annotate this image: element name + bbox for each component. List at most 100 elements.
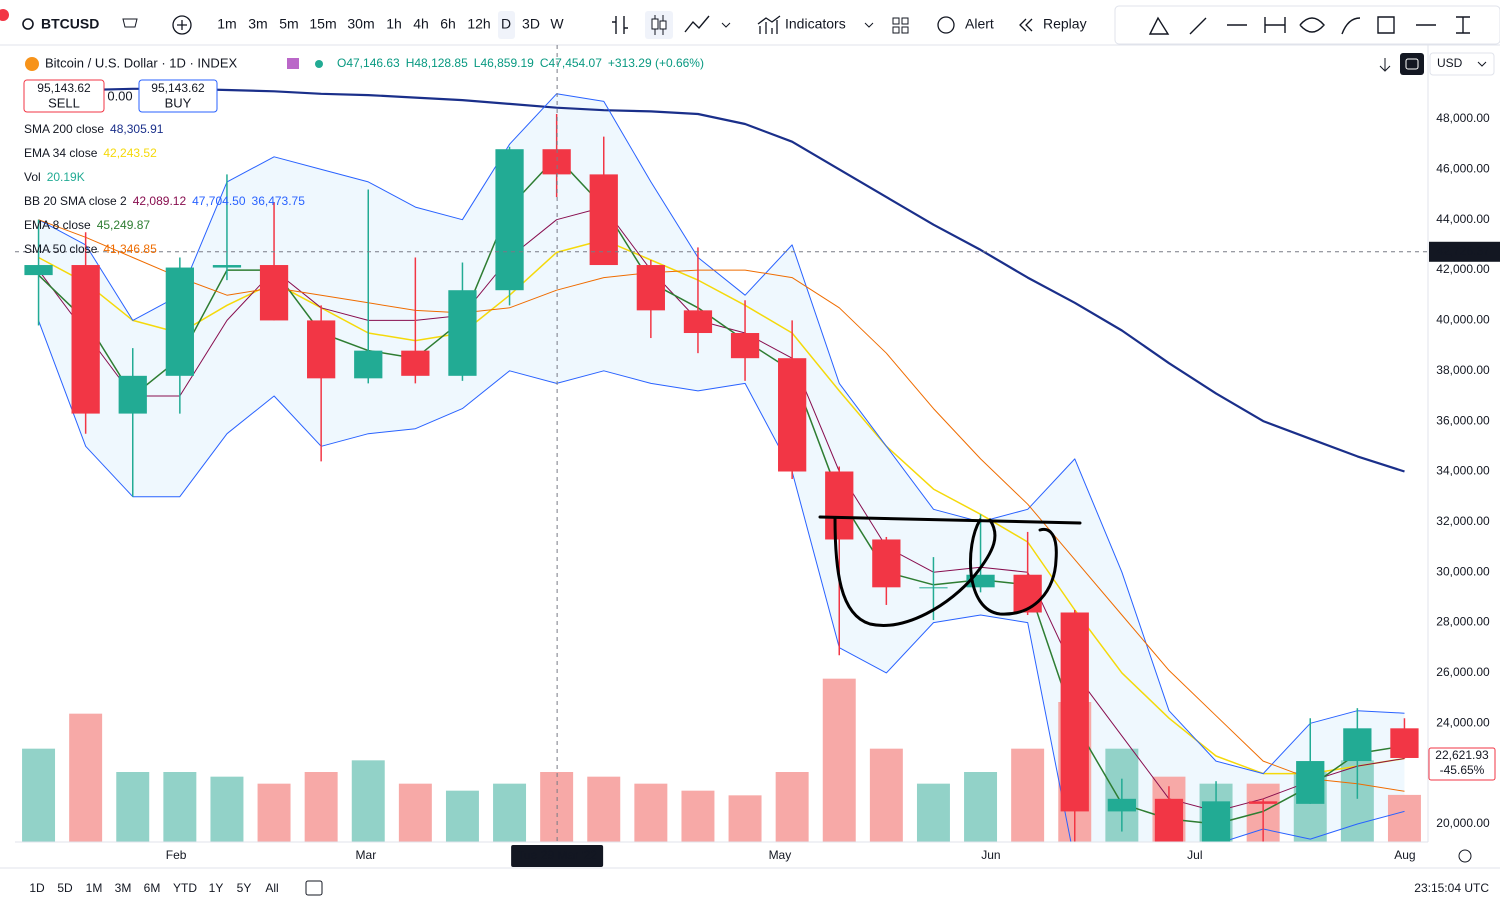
volume-bar xyxy=(822,678,856,842)
range[interactable]: 5D xyxy=(57,881,73,895)
range[interactable]: 5Y xyxy=(237,881,252,895)
interval[interactable]: 6h xyxy=(440,16,456,32)
candle-body xyxy=(259,265,289,321)
interval[interactable]: 5m xyxy=(279,16,298,32)
x-tick-label: Aug xyxy=(1394,848,1415,862)
candle-body xyxy=(165,267,194,376)
interval[interactable]: 3D xyxy=(522,16,540,32)
layouts-icon[interactable] xyxy=(901,26,909,34)
legend-row: SMA 50 close 41,346.85 xyxy=(24,242,157,256)
replay-button[interactable]: Replay xyxy=(1043,16,1087,32)
interval[interactable]: D xyxy=(501,16,511,32)
add-symbol[interactable] xyxy=(172,15,192,35)
range[interactable]: YTD xyxy=(173,881,197,895)
candle-body xyxy=(495,149,524,291)
badge xyxy=(0,9,9,21)
volume-bar xyxy=(1387,794,1421,842)
currency-select[interactable] xyxy=(1429,52,1495,76)
x-tick-label: May xyxy=(769,848,792,862)
candle-body xyxy=(1201,801,1231,842)
volume-bar xyxy=(304,772,338,842)
compare-icon[interactable] xyxy=(122,18,138,28)
legend-name: BB 20 SMA close 2 xyxy=(24,194,127,208)
legend-row: EMA 8 close 45,249.87 xyxy=(24,218,150,232)
low: L46,859.19 xyxy=(474,56,534,70)
legend-name: Vol xyxy=(24,170,41,184)
sell-button[interactable] xyxy=(23,79,105,113)
last-price-tag xyxy=(1428,747,1496,781)
interval[interactable]: 30m xyxy=(347,16,374,32)
scroll-button[interactable] xyxy=(1379,58,1391,72)
candle-body xyxy=(1107,798,1136,812)
candle-body xyxy=(589,174,618,266)
volume-bar xyxy=(116,772,150,842)
candle-body xyxy=(71,265,100,414)
replay-icon[interactable] xyxy=(1019,18,1033,32)
symbol[interactable]: BTCUSD xyxy=(41,16,99,32)
last-price-label: 22,621.93 xyxy=(1435,748,1489,762)
crosshair-x-tag xyxy=(511,845,604,867)
candle-body xyxy=(307,320,336,379)
sell-price: 95,143.62 xyxy=(37,81,91,95)
range[interactable]: 1M xyxy=(86,881,103,895)
add-symbol-plus xyxy=(177,20,187,30)
candle-body xyxy=(1343,728,1372,762)
interval[interactable]: 12h xyxy=(467,16,490,32)
y-tick-label: 30,000.00 xyxy=(1436,564,1490,578)
interval[interactable]: 1h xyxy=(386,16,402,32)
goto-date[interactable] xyxy=(305,880,323,896)
legend-row: EMA 34 close 42,243.52 xyxy=(24,146,157,160)
candle-body xyxy=(1154,798,1184,842)
y-tick-label: 34,000.00 xyxy=(1436,464,1490,478)
volume-bar xyxy=(493,783,527,842)
interval[interactable]: 15m xyxy=(309,16,336,32)
range[interactable]: 6M xyxy=(144,881,161,895)
settings-icon[interactable] xyxy=(1458,849,1472,863)
dropdown[interactable] xyxy=(864,22,874,28)
interval[interactable]: 3m xyxy=(248,16,267,32)
range[interactable]: All xyxy=(265,881,278,895)
candle-body xyxy=(1249,801,1278,804)
x-tick-label: Mar xyxy=(356,848,377,862)
alert-button[interactable]: Alert xyxy=(965,16,994,32)
buy-button[interactable] xyxy=(138,79,218,113)
interval-active xyxy=(498,11,515,39)
volume-bar xyxy=(22,748,56,842)
indicator-line xyxy=(38,93,1405,775)
axes: 48,000.00 46,000.00 44,000.00 42,000.00 40,0… xyxy=(15,45,1500,867)
line-icon[interactable] xyxy=(684,15,710,33)
volume-bar xyxy=(163,772,197,842)
legend-value: 41,346.85 xyxy=(103,242,157,256)
interval[interactable]: W xyxy=(550,16,564,32)
volume-bar xyxy=(916,783,950,842)
volume-bar xyxy=(634,783,668,842)
range[interactable]: 1Y xyxy=(209,881,224,895)
alert-icon[interactable] xyxy=(937,16,955,34)
y-tick-label: 32,000.00 xyxy=(1436,514,1490,528)
range[interactable]: 1D xyxy=(29,881,45,895)
interval[interactable]: 4h xyxy=(413,16,429,32)
dropdown[interactable] xyxy=(721,22,731,28)
coin-icon xyxy=(25,57,39,71)
volume-bar xyxy=(445,790,479,842)
candle-body xyxy=(448,290,477,376)
search-icon[interactable] xyxy=(22,18,34,30)
legend-row: SMA 200 close 48,305.91 xyxy=(24,122,164,136)
legend-name: SMA 200 close xyxy=(24,122,104,136)
volume-bar xyxy=(69,713,103,842)
indicators-button[interactable]: Indicators xyxy=(785,16,846,32)
interval[interactable]: 1m xyxy=(217,16,236,32)
candle-body xyxy=(401,350,430,376)
range[interactable]: 3M xyxy=(115,881,132,895)
indicator-line xyxy=(38,320,1405,842)
indicators-icon[interactable] xyxy=(757,15,781,34)
y-tick-label: 40,000.00 xyxy=(1436,313,1490,327)
bars-icon[interactable] xyxy=(612,16,628,34)
plot-area xyxy=(15,45,1428,842)
y-tick-label: 28,000.00 xyxy=(1436,615,1490,629)
legend-value: 36,473.75 xyxy=(252,194,306,208)
drawing-tools[interactable] xyxy=(1148,16,1470,35)
spread: 0.00 xyxy=(107,88,132,103)
fullscreen-button[interactable] xyxy=(1400,53,1424,75)
close: C47,454.07 xyxy=(540,56,602,70)
